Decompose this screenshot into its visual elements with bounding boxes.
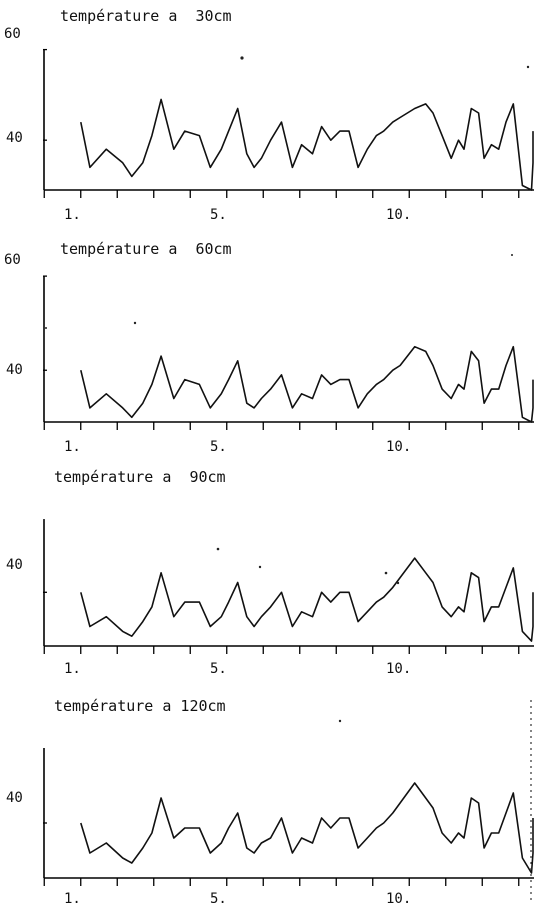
chart-panel-60cm: température a 60cm 60 40 1. 5. 10. [4, 240, 534, 455]
x-tick-label-5: 5. [210, 891, 227, 907]
x-tick-label-10: 10. [386, 661, 411, 677]
series-line-0 [80, 345, 534, 423]
scan-speck [240, 56, 244, 60]
chart-title: température a 90cm [54, 468, 226, 486]
series-line-0 [80, 782, 534, 874]
y-tick-label-40: 40 [6, 362, 23, 378]
chart-title: température a 60cm [60, 240, 232, 258]
x-tick-label-5: 5. [210, 439, 227, 455]
series-line-0 [80, 98, 534, 191]
scan-speck [216, 547, 220, 551]
scan-speck [396, 581, 400, 585]
y-tick-label-40: 40 [6, 130, 23, 146]
scan-speck [511, 254, 513, 256]
y-tick-label-60: 60 [4, 252, 21, 268]
series-line-0 [80, 557, 534, 642]
x-tick-label-1: 1. [64, 891, 81, 907]
x-tick-label-10: 10. [386, 891, 411, 907]
scan-speck [133, 321, 137, 325]
chart-title: température a 120cm [54, 697, 226, 715]
x-tick-label-10: 10. [386, 439, 411, 455]
scan-speck [338, 719, 342, 723]
y-tick-label-40: 40 [6, 557, 23, 573]
chart-panel-120cm: température a 120cm 40 1. 5. 10. [6, 697, 534, 907]
scan-speck [526, 65, 530, 69]
x-tick-label-1: 1. [64, 439, 81, 455]
chart-title: température a 30cm [60, 7, 232, 25]
chart-panel-30cm: température a 30cm 60 40 1. 5. 10. [4, 7, 534, 223]
scan-speck [384, 571, 388, 575]
y-tick-label-60: 60 [4, 26, 21, 42]
scan-speck [258, 565, 262, 569]
x-tick-label-5: 5. [210, 207, 227, 223]
x-tick-label-1: 1. [64, 207, 81, 223]
y-tick-label-40: 40 [6, 790, 23, 806]
scan-speck [45, 327, 47, 329]
chart-panel-90cm: température a 90cm 40 1. 5. 10. [6, 468, 534, 677]
x-tick-label-1: 1. [64, 661, 81, 677]
x-tick-label-10: 10. [386, 207, 411, 223]
x-tick-label-5: 5. [210, 661, 227, 677]
